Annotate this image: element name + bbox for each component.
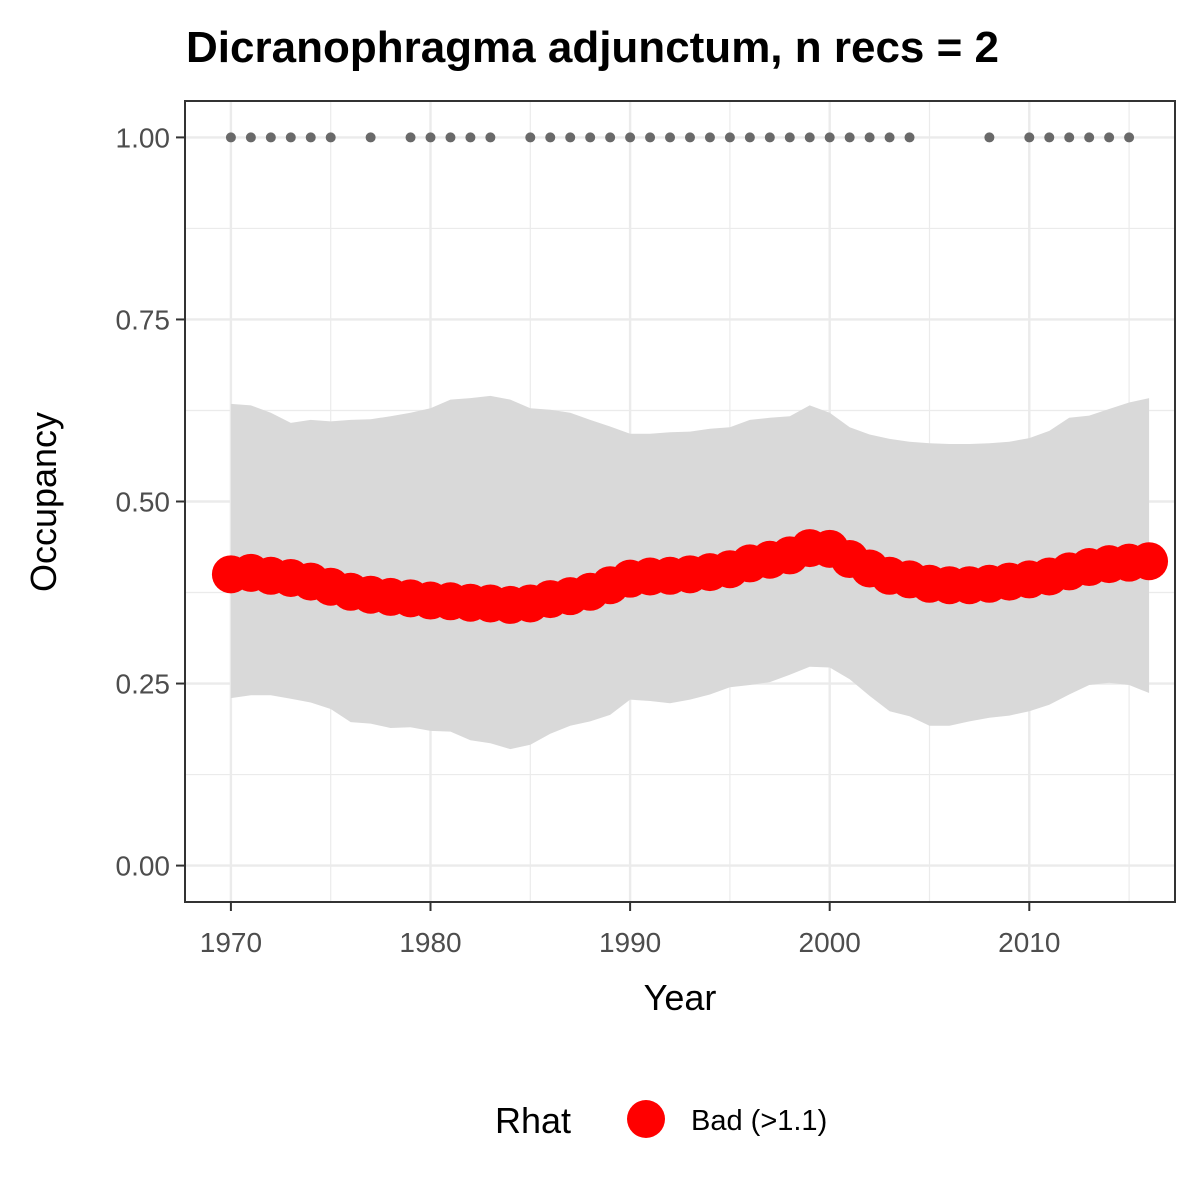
record-point (365, 132, 376, 143)
record-point (1124, 132, 1135, 143)
chart-title: Dicranophragma adjunctum, n recs = 2 (186, 23, 999, 72)
x-tick-label: 2010 (998, 927, 1060, 958)
record-point (804, 132, 815, 143)
y-tick-label: 0.50 (116, 487, 171, 518)
x-axis: 1970 1980 1990 2000 2010 (200, 902, 1060, 958)
record-point (305, 132, 316, 143)
y-tick-label: 0.75 (116, 304, 171, 335)
record-point (724, 132, 735, 143)
record-point (425, 132, 436, 143)
record-point (405, 132, 416, 143)
occupancy-points (211, 529, 1169, 624)
record-point (1024, 132, 1035, 143)
record-point (585, 132, 596, 143)
record-point (245, 132, 256, 143)
y-axis-title: Occupancy (23, 412, 64, 592)
x-tick-label: 1990 (599, 927, 661, 958)
x-axis-title: Year (644, 977, 717, 1018)
record-point (545, 132, 556, 143)
record-point (445, 132, 456, 143)
record-point (904, 132, 915, 143)
record-point (744, 132, 755, 143)
record-points (225, 132, 1135, 143)
record-point (1044, 132, 1055, 143)
record-point (565, 132, 576, 143)
record-point (325, 132, 336, 143)
record-point (784, 132, 795, 143)
record-point (525, 132, 536, 143)
record-point (1104, 132, 1115, 143)
record-point (485, 132, 496, 143)
y-axis: 0.00 0.25 0.50 0.75 1.00 (116, 122, 185, 882)
occupancy-point (1130, 542, 1169, 581)
record-point (625, 132, 636, 143)
x-tick-label: 1980 (399, 927, 461, 958)
record-point (984, 132, 995, 143)
record-point (1084, 132, 1095, 143)
x-tick-label: 1970 (200, 927, 262, 958)
legend-title: Rhat (495, 1100, 571, 1141)
record-point (844, 132, 855, 143)
legend-label-bad: Bad (>1.1) (691, 1105, 827, 1137)
record-point (285, 132, 296, 143)
record-point (704, 132, 715, 143)
record-point (864, 132, 875, 143)
record-point (265, 132, 276, 143)
record-point (684, 132, 695, 143)
x-tick-label: 2000 (799, 927, 861, 958)
record-point (465, 132, 476, 143)
record-point (824, 132, 835, 143)
record-point (605, 132, 616, 143)
record-point (665, 132, 676, 143)
record-point (1064, 132, 1075, 143)
record-point (225, 132, 236, 143)
record-point (884, 132, 895, 143)
legend-swatch-bad (627, 1100, 665, 1138)
legend: Rhat Bad (>1.1) (495, 1100, 827, 1141)
record-point (645, 132, 656, 143)
y-tick-label: 1.00 (116, 122, 171, 153)
record-point (764, 132, 775, 143)
y-tick-label: 0.25 (116, 669, 171, 700)
y-tick-label: 0.00 (116, 851, 171, 882)
